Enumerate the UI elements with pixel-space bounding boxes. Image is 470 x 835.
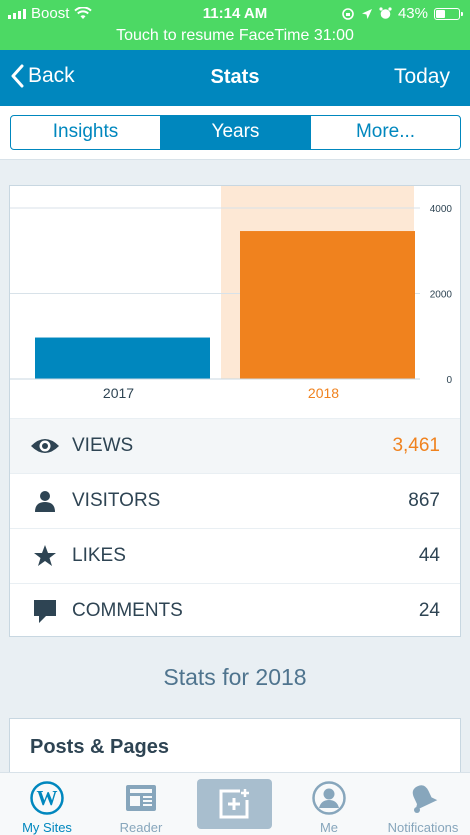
battery-percent: 43%: [397, 5, 428, 22]
chevron-left-icon: [11, 64, 24, 88]
star-icon: [30, 543, 60, 569]
segment-more[interactable]: More...: [310, 116, 460, 149]
me-icon: [282, 779, 376, 817]
facetime-banner[interactable]: Touch to resume FaceTime 31:00: [116, 27, 354, 44]
tab-label: Reader: [119, 820, 163, 835]
posts-pages-card[interactable]: Posts & Pages: [9, 718, 461, 778]
stat-label: VIEWS: [72, 435, 134, 456]
segment-insights[interactable]: Insights: [52, 121, 119, 142]
tab-me[interactable]: Me: [282, 773, 376, 835]
tab-bar: W My Sites Reader Me Notifications: [0, 772, 470, 835]
clock: 11:14 AM: [202, 5, 268, 22]
posts-pages-title: Posts & Pages: [30, 736, 169, 758]
reader-icon: [94, 779, 188, 817]
back-label: Back: [28, 64, 75, 87]
tab-my-sites[interactable]: W My Sites: [0, 773, 94, 835]
notifications-icon: [376, 779, 470, 817]
stat-value: 44: [418, 545, 440, 566]
wordpress-icon: W: [0, 779, 94, 817]
location-icon: [361, 8, 372, 19]
status-bar: Boost 11:14 AM 43% Touch to resume FaceT…: [0, 0, 470, 50]
tab-label: Notifications: [387, 820, 459, 835]
stat-row-likes[interactable]: LIKES 44: [10, 528, 460, 583]
y-tick-label: 4000: [430, 204, 453, 215]
alarm-icon: [379, 7, 392, 19]
segmented-control: Insights Years More...: [10, 115, 461, 150]
rotation-lock-icon: [342, 7, 354, 20]
tab-label: My Sites: [22, 820, 72, 835]
stat-label: COMMENTS: [72, 600, 183, 621]
person-icon: [30, 488, 60, 514]
page-title: Stats: [210, 66, 260, 88]
tab-notifications[interactable]: Notifications: [376, 773, 470, 835]
today-button[interactable]: Today: [393, 65, 450, 88]
y-tick-label: 2000: [430, 290, 453, 301]
stat-label: LIKES: [72, 545, 126, 566]
new-post-icon: [219, 789, 249, 819]
stat-value: 867: [408, 490, 440, 511]
carrier: Boost: [8, 5, 93, 22]
chart: 0 2000 4000 2017 2018: [10, 186, 460, 418]
svg-text:W: W: [37, 786, 58, 810]
bar-2017: [35, 337, 210, 379]
battery-icon: [434, 7, 463, 20]
eye-icon: [30, 433, 60, 459]
period-selector: Insights Years More...: [0, 106, 470, 160]
stat-value: 3,461: [392, 435, 440, 456]
wifi-icon: [74, 7, 93, 19]
x-tick-label: 2018: [308, 385, 339, 401]
comment-icon: [30, 598, 60, 624]
y-tick-label: 0: [446, 375, 452, 386]
stat-row-views[interactable]: VIEWS 3,461: [10, 418, 460, 473]
back-button[interactable]: Back: [10, 64, 75, 88]
stats-card: 0 2000 4000 2017 2018 VIEWS 3,461 VISITORS 8…: [9, 185, 461, 637]
new-post-button[interactable]: [197, 779, 272, 829]
stat-row-visitors[interactable]: VISITORS 867: [10, 473, 460, 528]
x-tick-label: 2017: [103, 385, 134, 401]
segment-years[interactable]: Years: [160, 116, 310, 149]
bar-chart: 0 2000 4000 2017 2018: [10, 186, 453, 401]
carrier-label: Boost: [31, 5, 70, 22]
stat-value: 24: [418, 600, 440, 621]
stats-for-heading: Stats for 2018: [163, 664, 307, 690]
stat-row-comments[interactable]: COMMENTS 24: [10, 583, 460, 638]
stat-label: VISITORS: [72, 490, 161, 511]
navbar: Back Stats Today: [0, 50, 470, 106]
signal-icon: [8, 8, 26, 19]
tab-label: Me: [319, 820, 339, 835]
bar-2018: [240, 231, 415, 379]
tab-reader[interactable]: Reader: [94, 773, 188, 835]
